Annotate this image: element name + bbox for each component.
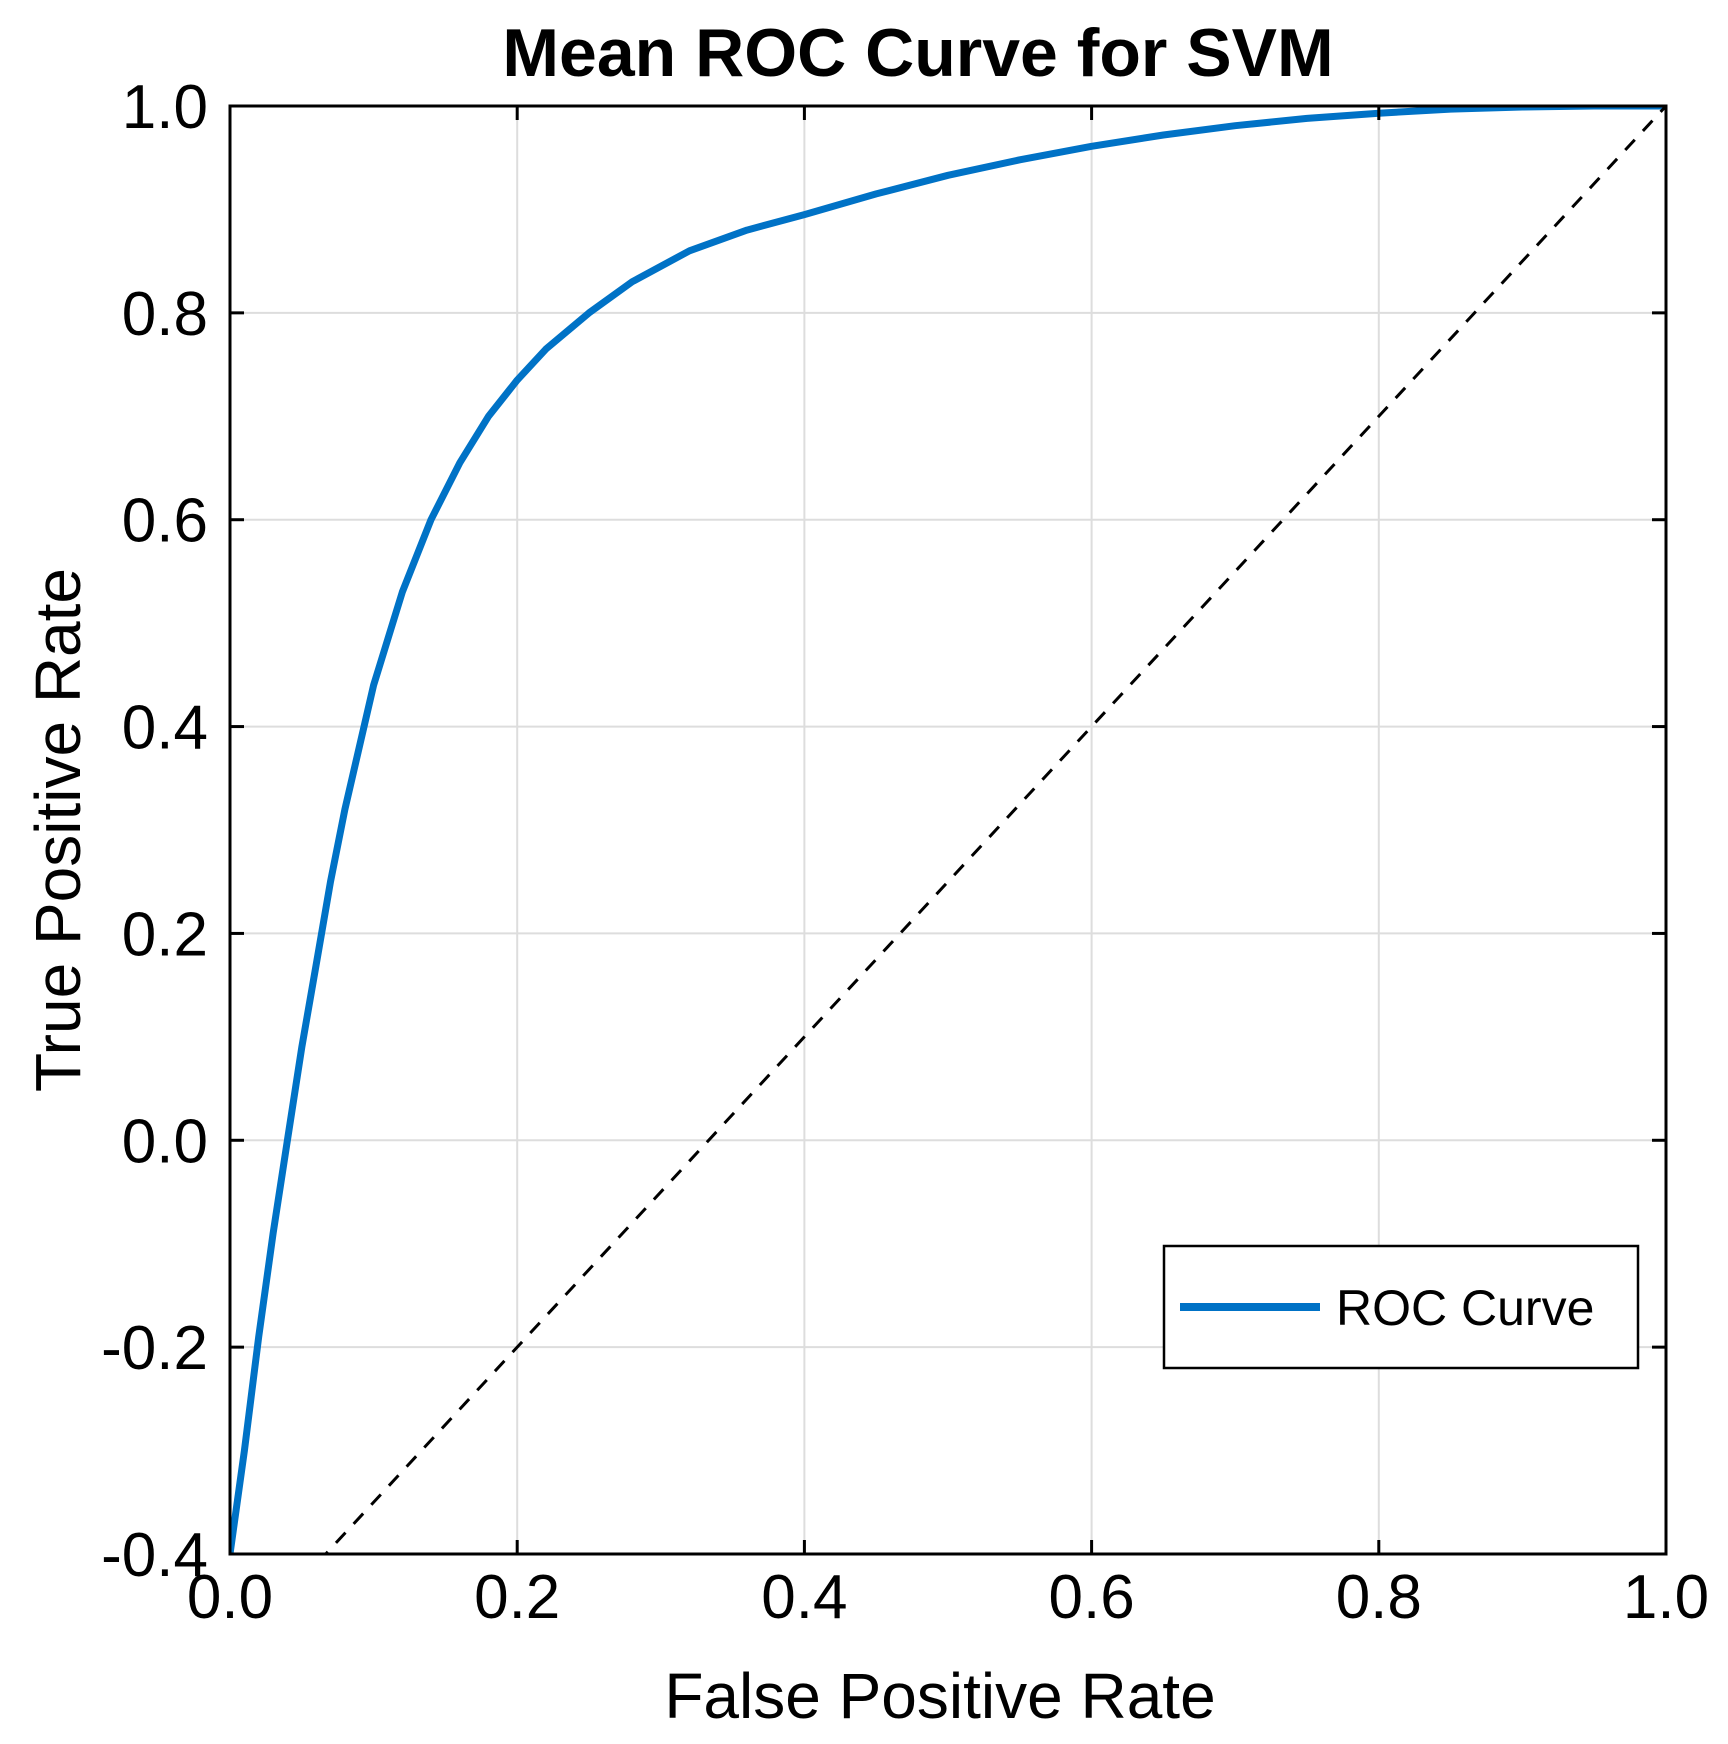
- y-tick-label: 0.2: [122, 900, 208, 969]
- x-tick-label: 0.6: [1048, 1563, 1134, 1632]
- legend-label-roc-curve: ROC Curve: [1336, 1280, 1594, 1336]
- x-axis-label: False Positive Rate: [664, 1660, 1215, 1732]
- y-tick-label: 0.8: [122, 280, 208, 349]
- x-tick-label: 0.0: [187, 1563, 273, 1632]
- y-tick-label: 0.4: [122, 694, 208, 763]
- x-tick-label: 1.0: [1623, 1563, 1709, 1632]
- y-axis-label: True Positive Rate: [22, 568, 94, 1092]
- x-tick-label: 0.2: [474, 1563, 560, 1632]
- y-tick-label: -0.4: [101, 1521, 208, 1590]
- y-tick-labels: -0.4 -0.2 0.0 0.2 0.4 0.6 0.8 1.0: [101, 73, 208, 1590]
- x-tick-label: 0.8: [1336, 1563, 1422, 1632]
- y-tick-label: 0.0: [122, 1107, 208, 1176]
- x-tick-labels: 0.0 0.2 0.4 0.6 0.8 1.0: [187, 1563, 1709, 1632]
- y-tick-label: 1.0: [122, 73, 208, 142]
- grid-lines: [230, 106, 1666, 1554]
- axes-frame: [228, 104, 1668, 1556]
- tick-marks: [228, 104, 1668, 1556]
- legend: ROC Curve: [1162, 1244, 1640, 1370]
- chart-title: Mean ROC Curve for SVM: [502, 15, 1333, 91]
- x-tick-label: 0.4: [761, 1563, 847, 1632]
- series-group: [230, 106, 1666, 1554]
- series-line-roc-curve: [230, 106, 1666, 1554]
- y-tick-label: 0.6: [122, 487, 208, 556]
- y-tick-label: -0.2: [101, 1314, 208, 1383]
